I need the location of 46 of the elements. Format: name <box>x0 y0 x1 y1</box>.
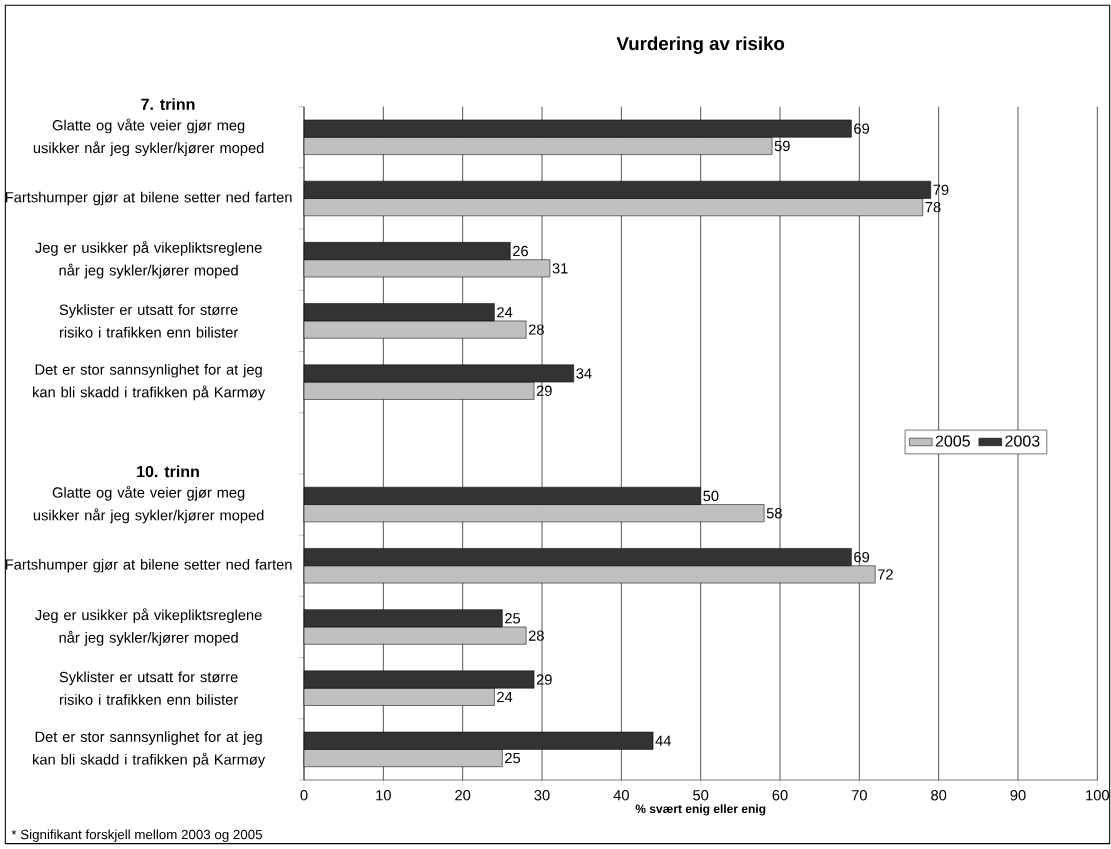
y-tick-label: Syklister er utsatt for større risiko i trafikken enn bilister <box>59 671 239 705</box>
data-label: 31 <box>552 263 568 274</box>
chart-title: Vurdering av risiko <box>616 36 785 54</box>
text: 7. trinn <box>141 98 195 110</box>
x-tick-label: 30 <box>534 790 550 801</box>
x-tick-label: 40 <box>613 790 629 801</box>
data-label: 28 <box>528 324 544 335</box>
x-tick-label: 100 <box>1086 790 1109 801</box>
data-label: 24 <box>497 691 513 702</box>
data-label: 72 <box>878 569 893 580</box>
x-tick-label: 90 <box>1010 790 1026 801</box>
y-tick-label: Jeg er usikker på vikepliktsreglene når jeg sykler/kjører moped <box>35 240 262 279</box>
data-label: 69 <box>854 551 870 563</box>
y-tick-label: Det er stor sannsynlighet for at jeg kan bli skadd i trafikken på Karmøy <box>33 731 266 768</box>
data-label: 26 <box>513 245 528 257</box>
data-label: 34 <box>576 368 592 379</box>
y-tick-label: Glatte og våte veier gjør meg usikker når jeg sykler/kjører moped <box>33 485 264 524</box>
x-tick-label: 0 <box>300 790 308 801</box>
y-tick-label: Syklister er utsatt for større risiko i trafikken enn bilister <box>59 304 239 338</box>
data-label: 44 <box>655 735 671 746</box>
x-axis-title: % svært enig eller enig <box>635 804 766 816</box>
x-tick-label: 80 <box>931 790 947 801</box>
data-label: 28 <box>528 630 544 641</box>
data-label: 29 <box>536 385 552 396</box>
x-tick-label: 70 <box>851 790 867 801</box>
y-tick-label: Jeg er usikker på vikepliktsreglene når jeg sykler/kjører moped <box>35 608 262 646</box>
data-label: 58 <box>766 508 782 519</box>
data-label: 59 <box>774 140 790 152</box>
y-tick-label: Glatte og våte veier gjør meg usikker når jeg sykler/kjører moped <box>33 118 264 157</box>
data-label: 25 <box>505 752 521 764</box>
data-label: 50 <box>703 490 719 502</box>
data-label: 69 <box>854 123 870 134</box>
x-tick-label: 20 <box>455 790 471 801</box>
x-tick-label: 50 <box>693 790 709 801</box>
data-label: 29 <box>536 674 552 685</box>
y-tick-label: Fartshumper gjør at bilene setter ned farten <box>5 558 292 573</box>
legend-label: 2005 <box>935 435 970 447</box>
data-label: 25 <box>505 613 521 624</box>
y-tick-label: Fartshumper gjør at bilene setter ned farten <box>5 191 292 206</box>
x-tick-label: 60 <box>772 790 788 801</box>
x-tick-label: 10 <box>376 790 391 801</box>
y-tick-label: Det er stor sannsynlighet for at jeg kan bli skadd i trafikken på Karmøy <box>33 363 266 401</box>
legend-label: 2003 <box>1005 435 1040 447</box>
text: * Signifikant forskjell mellom 2003 og 2005 <box>11 829 263 842</box>
text: 10. trinn <box>137 465 199 478</box>
data-label: 24 <box>497 307 513 318</box>
